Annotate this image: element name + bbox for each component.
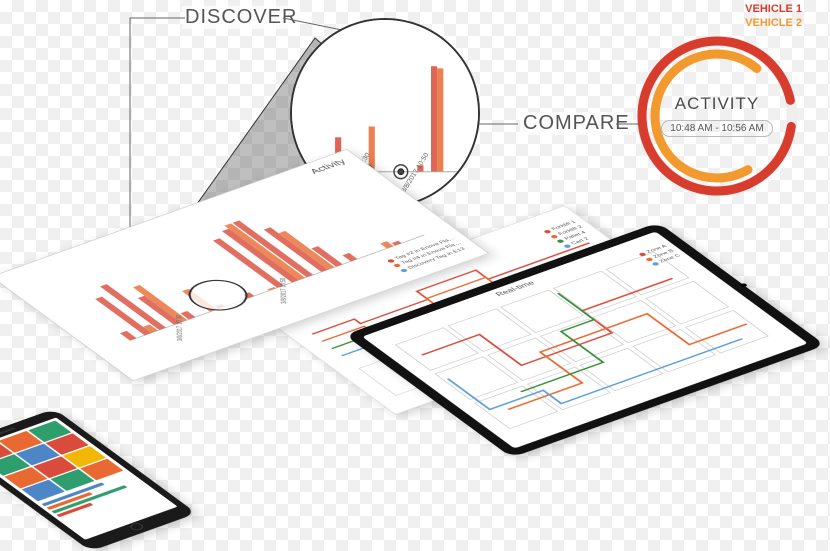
svg-text:3/8/2017 10:30: 3/8/2017 10:30 [176, 315, 185, 342]
tablet-home-button[interactable] [739, 283, 748, 288]
ring-title: ACTIVITY [675, 94, 760, 114]
svg-text:3/8/2017 10:50: 3/8/2017 10:50 [280, 277, 289, 304]
device-scene: Real-time Zone AZone BZone C Spaghetti M… [20, 120, 800, 520]
ring-legend: VEHICLE 1 VEHICLE 2 [622, 2, 812, 31]
phone-screen[interactable] [0, 418, 178, 540]
phone-device [0, 409, 197, 551]
ring-legend-vehicle1: VEHICLE 1 [622, 2, 802, 16]
ring-legend-vehicle2: VEHICLE 2 [622, 16, 802, 30]
callout-discover: DISCOVER [182, 6, 300, 29]
